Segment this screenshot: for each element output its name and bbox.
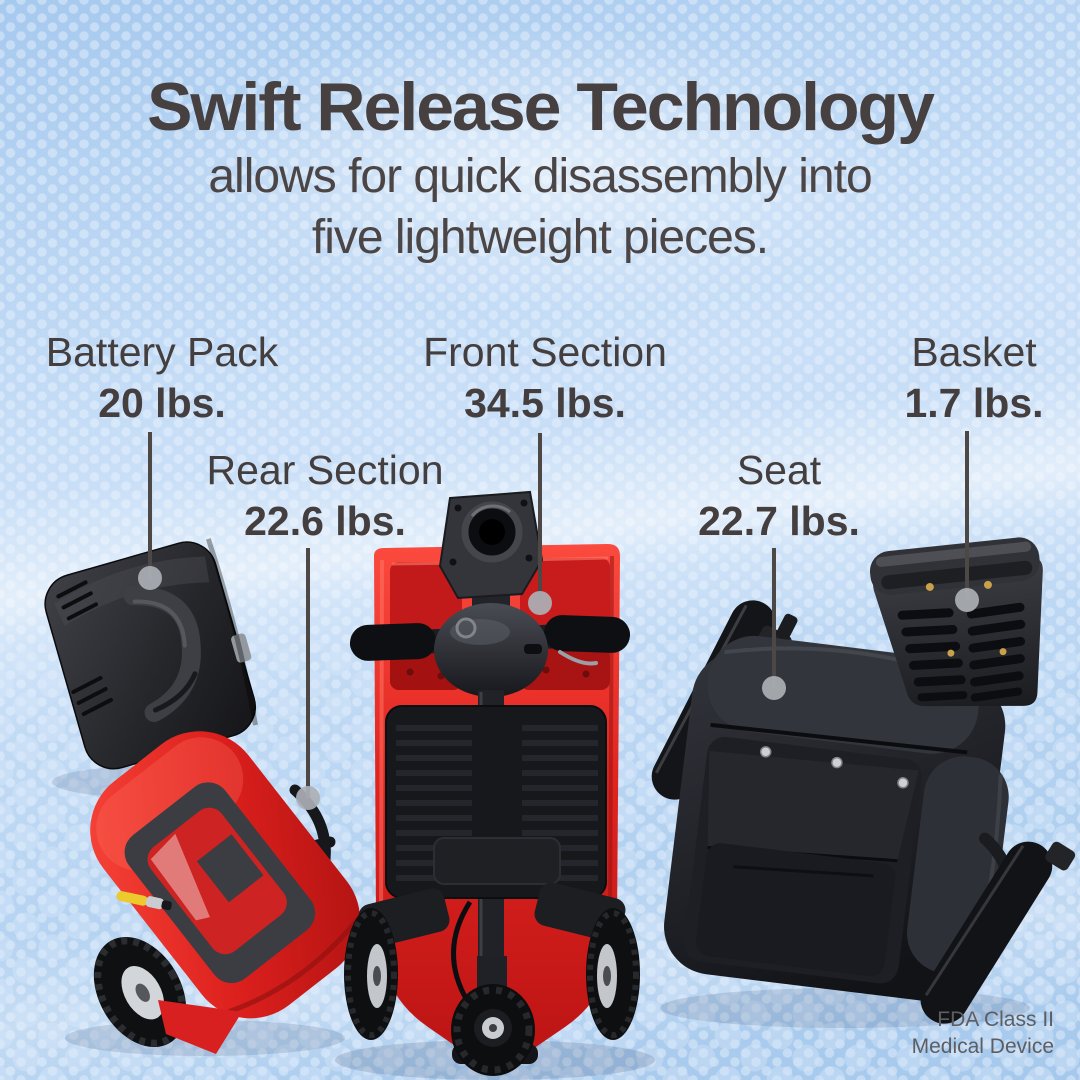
part-weight: 1.7 lbs.	[904, 380, 1044, 426]
page-subtitle: allows for quick disassembly into five l…	[0, 146, 1080, 268]
part-name: Front Section	[423, 329, 667, 375]
front-right-wheel	[586, 908, 640, 1040]
part-label-seat: Seat 22.7 lbs.	[698, 444, 860, 546]
footnote-line-1: FDA Class II	[937, 1008, 1054, 1031]
part-name: Seat	[736, 447, 822, 493]
callout-line-battery-pack	[148, 432, 152, 578]
callout-dot-front-section	[528, 591, 552, 615]
part-label-battery-pack: Battery Pack 20 lbs.	[46, 326, 278, 428]
part-weight: 22.6 lbs.	[244, 498, 406, 544]
callout-line-seat	[772, 548, 776, 688]
rear-release-lever	[116, 891, 172, 911]
part-weight: 34.5 lbs.	[464, 380, 626, 426]
subtitle-line-2: five lightweight pieces.	[311, 211, 769, 264]
part-weight: 20 lbs.	[98, 380, 226, 426]
rear-red-flap	[158, 1000, 242, 1054]
tiller-head	[438, 490, 544, 600]
floor-mat	[385, 705, 607, 899]
rear-section-image	[65, 731, 362, 1056]
callout-dot-rear-section	[296, 786, 320, 810]
page-title: Swift Release Technology	[147, 69, 935, 145]
part-label-rear-section: Rear Section 22.6 lbs.	[206, 444, 443, 546]
front-caster-wheel	[451, 956, 538, 1076]
callout-dot-battery-pack	[138, 566, 162, 590]
part-name: Battery Pack	[45, 329, 279, 375]
part-label-basket: Basket 1.7 lbs.	[904, 326, 1043, 428]
callout-line-front-section	[538, 433, 542, 603]
callout-dot-basket	[955, 588, 979, 612]
part-name: Rear Section	[206, 447, 444, 493]
seat-right-armrest	[920, 832, 1076, 1024]
callout-dot-seat	[762, 676, 786, 700]
part-name: Basket	[911, 329, 1037, 375]
subtitle-line-1: allows for quick disassembly into	[208, 150, 872, 203]
console	[434, 603, 548, 697]
front-left-wheel	[344, 908, 398, 1040]
footnote-line-2: Medical Device	[911, 1035, 1054, 1058]
fda-footnote: FDA Class II Medical Device	[912, 1006, 1054, 1060]
part-label-front-section: Front Section 34.5 lbs.	[423, 326, 667, 428]
callout-line-rear-section	[306, 548, 310, 798]
callout-line-basket	[965, 431, 969, 600]
seat-pocket	[683, 736, 922, 984]
front-section-image	[335, 490, 655, 1080]
part-weight: 22.7 lbs.	[698, 498, 860, 544]
